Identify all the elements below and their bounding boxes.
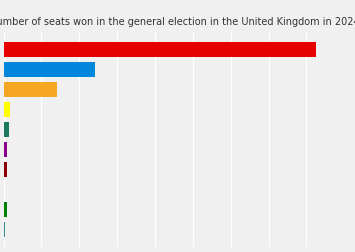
Bar <box>4 62 95 78</box>
Bar <box>4 202 7 217</box>
Title: Number of seats won in the general election in the United Kingdom in 2024: Number of seats won in the general elect… <box>0 16 355 26</box>
Bar <box>4 43 316 58</box>
Bar <box>4 102 10 118</box>
Bar <box>4 122 9 138</box>
Bar <box>4 82 57 98</box>
Bar <box>4 222 5 237</box>
Bar <box>4 162 7 177</box>
Bar <box>4 142 7 158</box>
